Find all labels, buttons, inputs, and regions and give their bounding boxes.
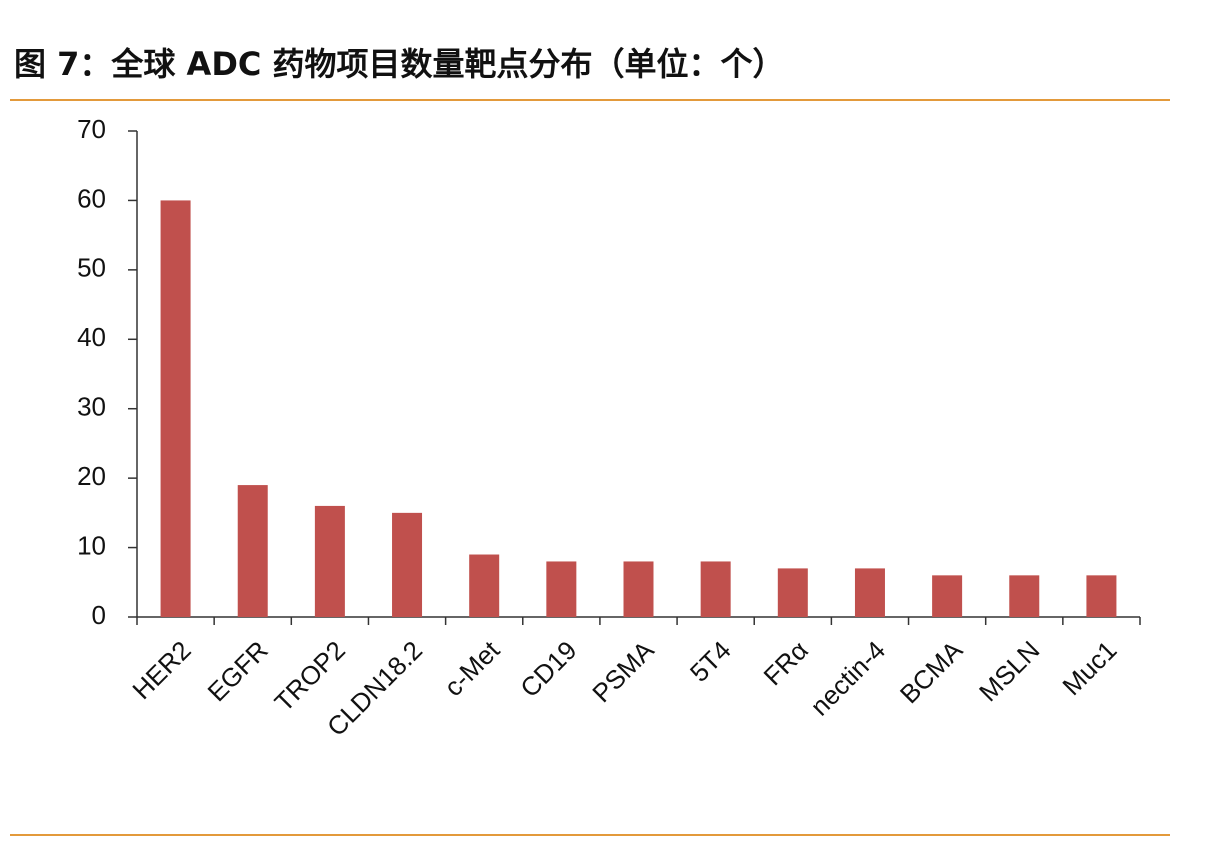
y-tick-label: 60 <box>77 183 106 213</box>
x-tick-label: CD19 <box>514 635 582 703</box>
bar <box>777 568 808 617</box>
bar <box>546 561 577 617</box>
bar <box>1086 575 1117 617</box>
x-tick-label: Muc1 <box>1056 635 1122 701</box>
bar <box>160 200 191 617</box>
y-tick-label: 30 <box>77 392 106 422</box>
y-tick-label: 10 <box>77 530 106 560</box>
x-tick-label: HER2 <box>126 635 196 705</box>
bar <box>469 554 500 617</box>
y-tick-label: 70 <box>77 114 106 144</box>
y-tick-label: 40 <box>77 322 106 352</box>
y-tick-label: 50 <box>77 253 106 283</box>
y-tick-label: 20 <box>77 461 106 491</box>
bar <box>623 561 654 617</box>
y-tick-label: 0 <box>92 600 106 630</box>
x-tick-label: EGFR <box>202 635 274 707</box>
bar <box>932 575 963 617</box>
x-tick-label: MSLN <box>973 635 1045 707</box>
chart-title: 图 7：全球 ADC 药物项目数量靶点分布（单位：个） <box>14 45 785 83</box>
bar <box>314 505 345 617</box>
x-tick-label: PSMA <box>586 634 660 708</box>
bar <box>237 485 268 617</box>
bar <box>854 568 885 617</box>
x-tick-label: c-Met <box>438 634 506 702</box>
x-tick-label: 5T4 <box>684 635 737 688</box>
x-tick-label: FRα <box>758 635 814 691</box>
x-tick-label: BCMA <box>894 634 969 709</box>
x-tick-label: nectin-4 <box>804 635 891 722</box>
bar <box>1009 575 1040 617</box>
bar <box>392 512 423 617</box>
bar <box>700 561 731 617</box>
